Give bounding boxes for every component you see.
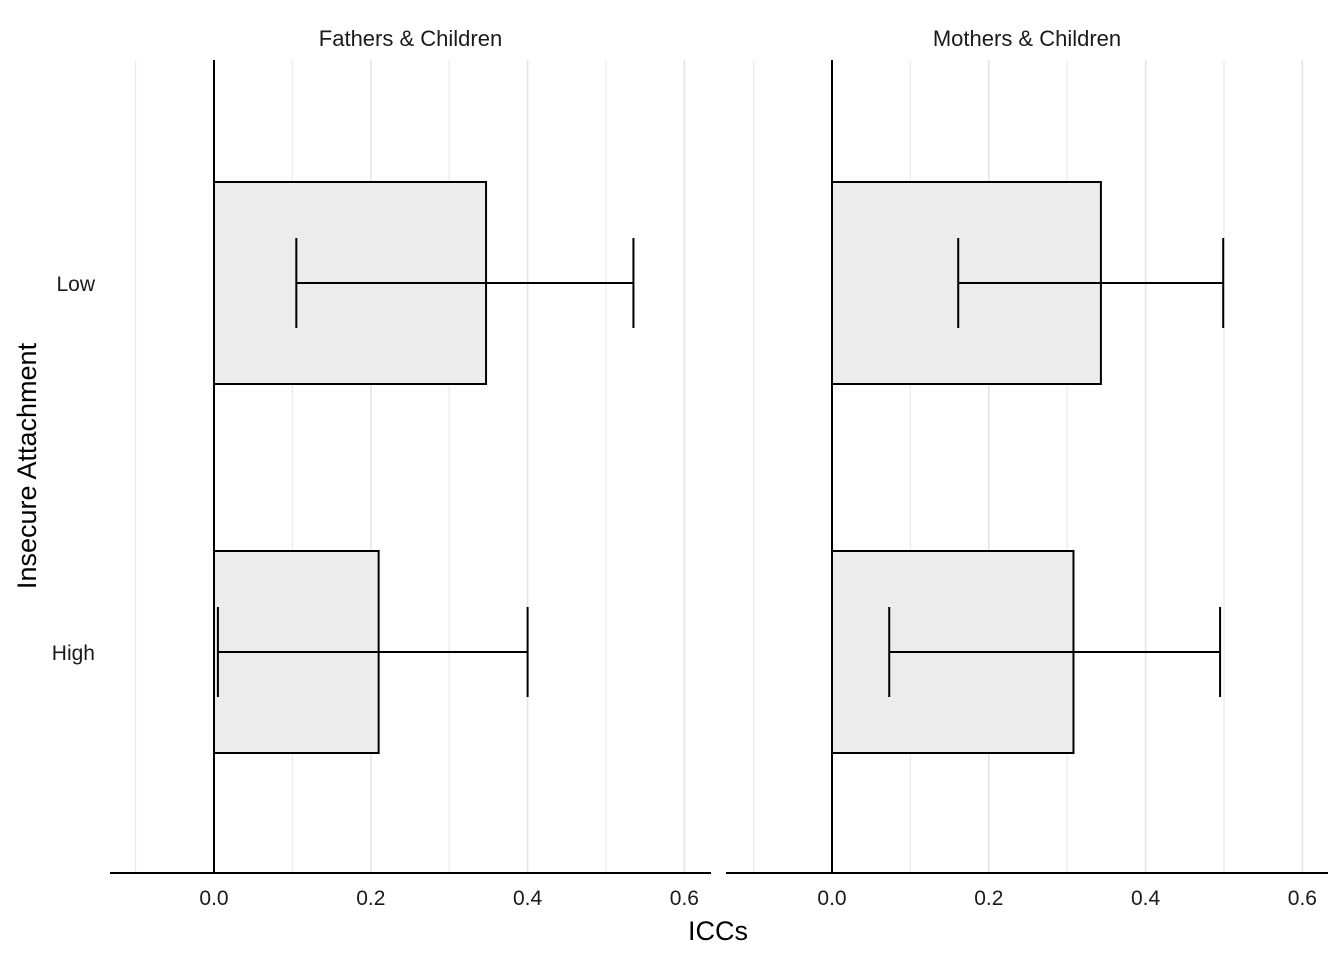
panel-2-x-tick-label: 0.0 <box>817 887 846 910</box>
panel-1-x-tick-label: 0.2 <box>356 887 385 910</box>
x-axis-title: ICCs <box>688 916 748 946</box>
y-tick-label-high: High <box>52 642 95 665</box>
y-tick-label-low: Low <box>56 273 95 296</box>
panel-2-x-tick-label: 0.2 <box>974 887 1003 910</box>
panel-2-x-tick-label: 0.6 <box>1288 887 1317 910</box>
panel-1-x-tick-label: 0.4 <box>513 887 543 910</box>
y-axis-title: Insecure Attachment <box>12 342 42 589</box>
panel-2-x-tick-label: 0.4 <box>1131 887 1161 910</box>
panel-1-title: Fathers & Children <box>319 26 502 51</box>
panel-1-x-tick-label: 0.6 <box>670 887 699 910</box>
panel-2-title: Mothers & Children <box>933 26 1121 51</box>
panel-1-x-tick-label: 0.0 <box>199 887 228 910</box>
